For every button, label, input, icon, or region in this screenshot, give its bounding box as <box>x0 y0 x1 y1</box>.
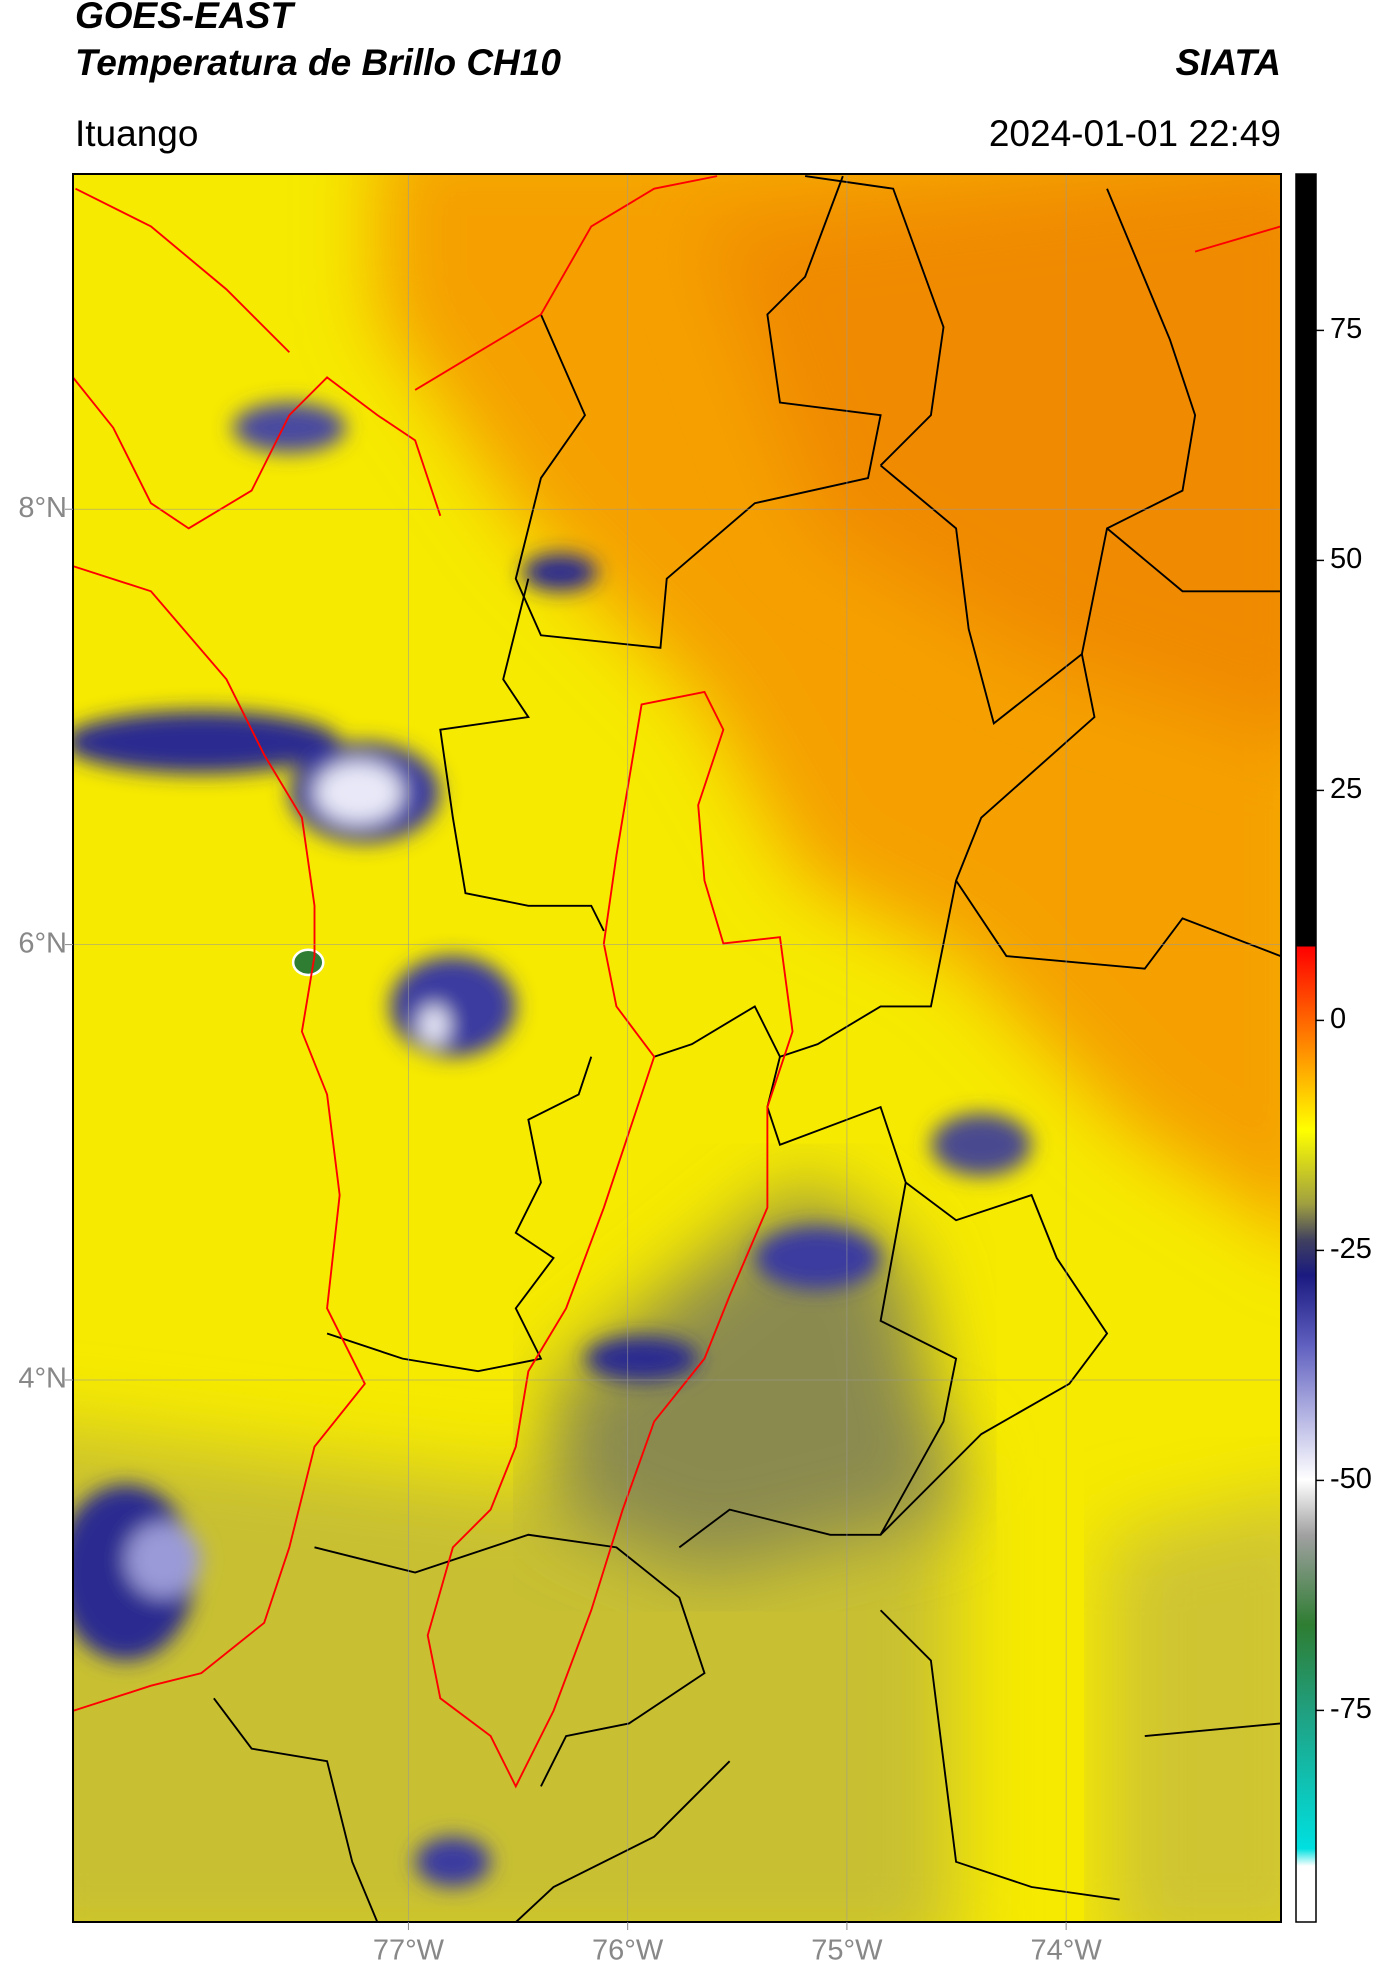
subtitle: Temperatura de Brillo CH10 <box>75 42 561 83</box>
colorbar <box>1295 173 1317 1923</box>
lat-tick-label: 6°N <box>18 927 67 959</box>
lat-tick-label: 8°N <box>18 492 67 524</box>
colorbar-tick-label: 25 <box>1330 773 1362 805</box>
colorbar-tick-label: 0 <box>1330 1003 1346 1035</box>
lon-tick-label: 76°W <box>592 1935 664 1967</box>
timestamp: 2024-01-01 22:49 <box>989 113 1281 154</box>
location: Ituango <box>75 113 198 154</box>
lon-tick-label: 75°W <box>811 1935 883 1967</box>
title: GOES-EAST <box>75 0 296 36</box>
colorbar-tick-label: 75 <box>1330 313 1362 345</box>
colorbar-tick-label: -50 <box>1330 1463 1372 1495</box>
lon-tick-label: 74°W <box>1031 1935 1103 1967</box>
colorbar-tick-label: -75 <box>1330 1693 1372 1725</box>
lon-tick-label: 77°W <box>373 1935 445 1967</box>
map-imagery <box>72 173 1281 1923</box>
grid <box>73 174 1281 1922</box>
colorbar-tick-label: 50 <box>1330 543 1362 575</box>
colorbar-tick-label: -25 <box>1330 1233 1372 1265</box>
lat-tick-label: 4°N <box>18 1363 67 1395</box>
brand: SIATA <box>1175 42 1281 83</box>
map-frame <box>72 173 1282 1923</box>
